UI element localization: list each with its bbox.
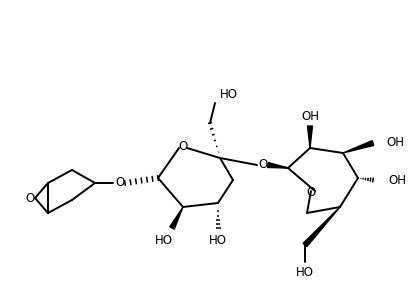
Polygon shape <box>303 207 340 247</box>
Polygon shape <box>343 141 374 153</box>
Text: O: O <box>259 159 268 171</box>
Text: HO: HO <box>296 265 314 279</box>
Text: O: O <box>26 192 35 205</box>
Text: HO: HO <box>155 234 173 246</box>
Text: HO: HO <box>209 234 227 246</box>
Polygon shape <box>268 163 288 168</box>
Polygon shape <box>170 207 183 229</box>
Polygon shape <box>308 126 313 148</box>
Text: O: O <box>115 176 124 190</box>
Text: HO: HO <box>220 88 238 100</box>
Text: O: O <box>306 187 316 200</box>
Text: OH: OH <box>301 110 319 122</box>
Text: OH: OH <box>388 173 406 187</box>
Text: OH: OH <box>386 137 404 149</box>
Text: O: O <box>178 141 188 154</box>
